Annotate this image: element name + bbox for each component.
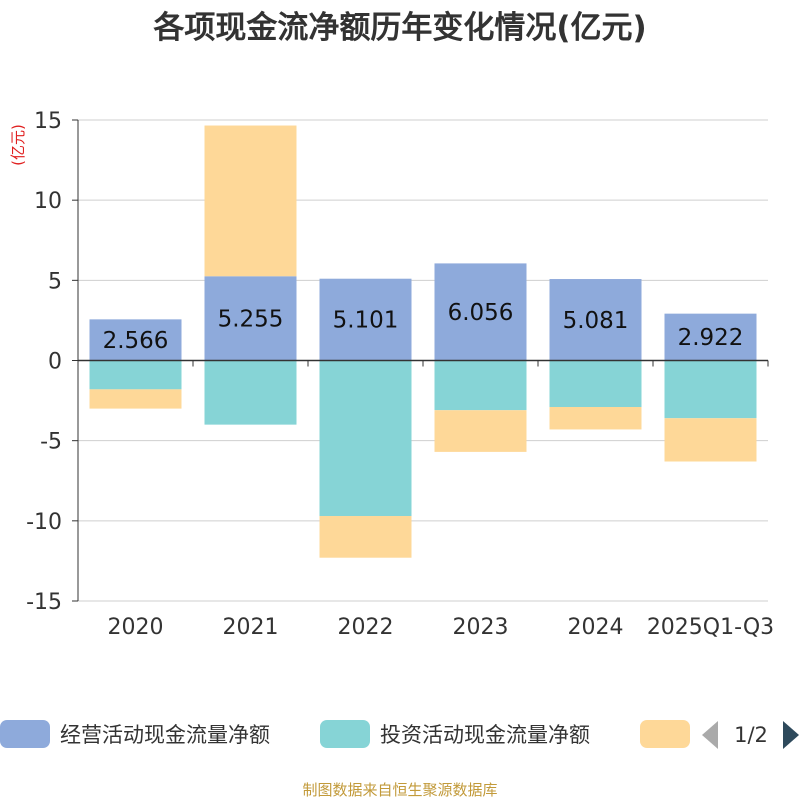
data-source-note: 制图数据来自恒生聚源数据库 (302, 781, 497, 799)
y-tick-label: 10 (34, 189, 62, 214)
legend-prev-arrow-icon[interactable] (702, 721, 718, 749)
axes (72, 119, 769, 602)
bar-value-label: 5.255 (218, 306, 284, 332)
bar-segment-2[interactable] (204, 360, 297, 425)
bar-segment-3[interactable] (89, 389, 182, 409)
x-tick-label: 2024 (568, 615, 624, 640)
legend-swatch (0, 720, 50, 748)
y-axis-unit-label: (亿元) (9, 124, 27, 166)
bar-segment-1[interactable] (549, 279, 642, 361)
bar-value-label: 5.081 (563, 308, 629, 334)
bar-segment-3[interactable] (549, 406, 642, 430)
legend[interactable]: 经营活动现金流量净额 投资活动现金流量净额 (0, 720, 690, 748)
bar-segment-1[interactable] (319, 278, 412, 361)
bar-segment-3[interactable] (319, 516, 412, 558)
legend-item-1[interactable]: 经营活动现金流量净额 (0, 720, 270, 748)
bar-segment-2[interactable] (89, 360, 182, 390)
x-tick-labels: 2020 2021 2022 2023 2024 2025Q1-Q3 (108, 615, 775, 640)
y-tick-labels: 15 10 5 0 -5 -10 -15 (26, 109, 62, 615)
legend-page-indicator: 1/2 (734, 723, 768, 747)
y-tick-label: 15 (34, 109, 62, 134)
y-tick-label: 5 (48, 269, 62, 294)
bar-segment-3[interactable] (664, 418, 757, 462)
legend-next-arrow-icon[interactable] (783, 721, 799, 749)
x-tick-label: 2022 (338, 615, 394, 640)
bar-value-label: 2.566 (103, 328, 169, 354)
x-tick-label: 2023 (453, 615, 509, 640)
legend-item-2[interactable]: 投资活动现金流量净额 (320, 720, 590, 748)
bar-value-label: 5.101 (333, 308, 399, 334)
legend-item-3[interactable] (640, 720, 690, 748)
bar-segment-3[interactable] (204, 125, 297, 277)
bar-segment-1[interactable] (89, 319, 182, 361)
bar-segment-2[interactable] (434, 360, 527, 411)
bar-stacks (89, 125, 757, 558)
gridlines (78, 119, 768, 602)
bar-value-label: 6.056 (448, 300, 514, 326)
bar-segment-2[interactable] (319, 360, 412, 517)
legend-label: 投资活动现金流量净额 (380, 723, 590, 747)
chart-title: 各项现金流净额历年变化情况(亿元) (152, 10, 646, 46)
x-tick-label: 2025Q1-Q3 (647, 615, 774, 640)
bar-segment-1[interactable] (664, 313, 757, 361)
bar-segment-3[interactable] (434, 410, 527, 452)
legend-swatch (640, 720, 690, 748)
bar-segment-2[interactable] (664, 360, 757, 419)
legend-pager: 1/2 (702, 721, 799, 749)
bar-segment-2[interactable] (549, 360, 642, 407)
legend-swatch (320, 720, 370, 748)
y-tick-label: -15 (26, 590, 62, 615)
bar-segment-1[interactable] (204, 276, 297, 361)
bar-segment-1[interactable] (434, 263, 527, 361)
legend-label: 经营活动现金流量净额 (60, 723, 270, 747)
bar-value-label: 2.922 (678, 325, 744, 351)
y-tick-label: -5 (40, 430, 62, 455)
bar-value-labels: 2.566 5.255 5.101 6.056 5.081 2.922 (103, 300, 744, 354)
x-tick-label: 2021 (223, 615, 279, 640)
y-tick-label: -10 (26, 510, 62, 535)
y-tick-label: 0 (48, 350, 62, 375)
x-tick-label: 2020 (108, 615, 164, 640)
